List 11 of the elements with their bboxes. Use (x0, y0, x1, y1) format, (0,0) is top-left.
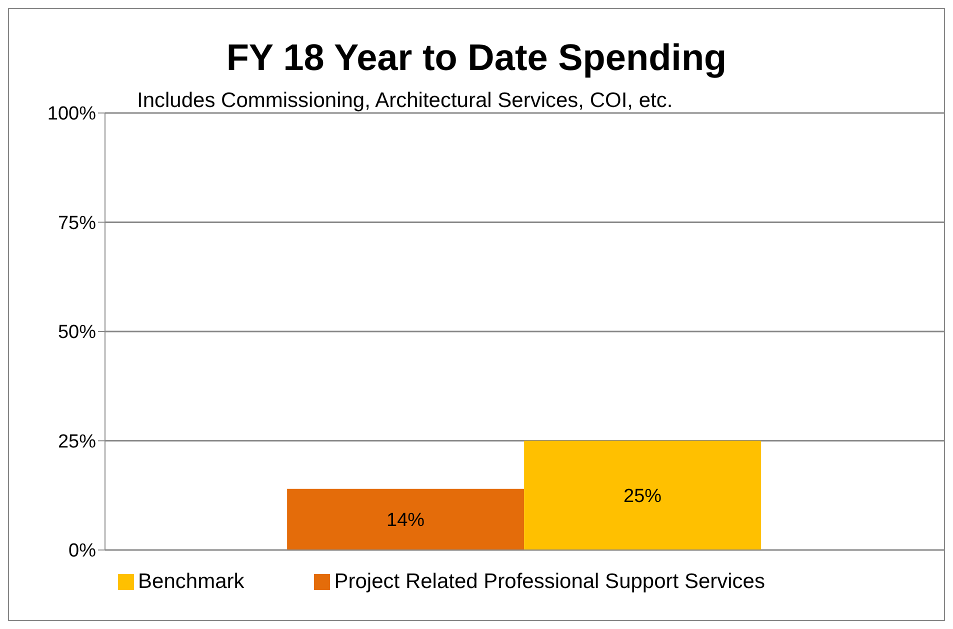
data-label: 25% (624, 486, 662, 508)
y-tick-label: 100% (47, 104, 96, 125)
y-tick-label: 0% (68, 540, 96, 562)
data-label: 14% (386, 510, 425, 532)
legend-label: Project Related Professional Support Services (334, 570, 765, 593)
y-tick-label: 50% (58, 322, 96, 344)
y-tick-label: 75% (58, 212, 96, 234)
chart-subtitle: Includes Commissioning, Architectural Services, COI, etc. (137, 89, 673, 113)
legend-label: Benchmark (138, 570, 244, 593)
chart-title: FY 18 Year to Date Spending (225, 37, 728, 79)
y-tick-label: 25% (58, 431, 96, 452)
